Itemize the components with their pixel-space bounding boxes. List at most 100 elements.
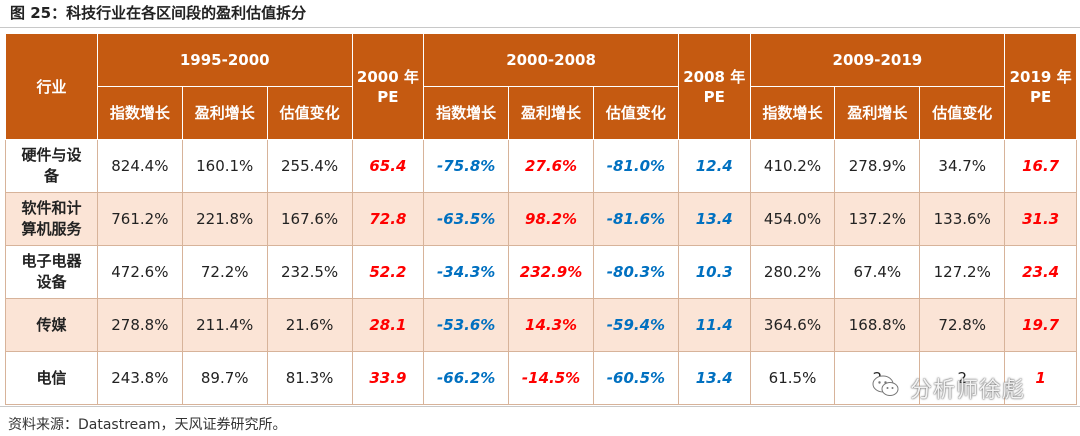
cell-index-growth: 364.6% xyxy=(749,298,836,352)
cell-earnings-growth: 232.9% xyxy=(508,245,594,299)
cell-pe-2008: 13.4 xyxy=(677,192,751,246)
cell-pe-2008: 13.4 xyxy=(677,351,751,405)
cell-valuation-change: -59.4% xyxy=(592,298,679,352)
header-pe-2000: 2000 年 PE xyxy=(351,33,425,140)
cell-pe-2000: 52.2 xyxy=(351,245,425,299)
industry-cell: 软件和计 算机服务 xyxy=(5,192,98,246)
cell-earnings-growth: 211.4% xyxy=(181,298,268,352)
cell-pe-2000: 33.9 xyxy=(351,351,425,405)
cell-valuation-change: -81.6% xyxy=(592,192,679,246)
cell-valuation-change: 2 xyxy=(919,351,1006,405)
cell-pe-2008: 10.3 xyxy=(677,245,751,299)
industry-line2: 备 xyxy=(43,167,59,185)
industry-line1: 硬件与设 xyxy=(21,146,82,164)
cell-pe-2000: 65.4 xyxy=(351,139,425,193)
subheader-valuation-change: 估值变化 xyxy=(592,86,679,140)
cell-index-growth: 61.5% xyxy=(749,351,836,405)
cell-index-growth: 824.4% xyxy=(96,139,183,193)
header-pe-2000-line1: 2000 年 xyxy=(356,67,419,86)
cell-earnings-growth: 89.7% xyxy=(181,351,268,405)
cell-pe-2008: 12.4 xyxy=(677,139,751,193)
cell-earnings-growth: 67.4% xyxy=(834,245,921,299)
industry-cell: 电子电器 设备 xyxy=(5,245,98,299)
header-pe-2008-line2: PE xyxy=(703,87,725,106)
header-pe-2008-line1: 2008 年 xyxy=(683,67,746,86)
source-note: 资料来源：Datastream，天风证券研究所。 xyxy=(8,417,287,433)
header-period-2000-2008: 2000-2008 xyxy=(423,33,679,87)
cell-earnings-growth: 14.3% xyxy=(508,298,594,352)
title-divider xyxy=(0,27,1080,28)
table-row: 传媒 278.8% 211.4% 21.6% 28.1 -53.6% 14.3%… xyxy=(5,298,1077,352)
header-period-1995-2000: 1995-2000 xyxy=(96,33,353,87)
industry-line1: 软件和计 xyxy=(21,199,82,217)
cell-index-growth: -66.2% xyxy=(423,351,510,405)
cell-index-growth: 472.6% xyxy=(96,245,183,299)
cell-pe-2019: 23.4 xyxy=(1004,245,1077,299)
industry-cell: 电信 xyxy=(5,351,98,405)
cell-valuation-change: 34.7% xyxy=(919,139,1006,193)
cell-pe-2019: 19.7 xyxy=(1004,298,1077,352)
cell-index-growth: 243.8% xyxy=(96,351,183,405)
cell-index-growth: -75.8% xyxy=(423,139,510,193)
cell-valuation-change: 21.6% xyxy=(266,298,353,352)
header-pe-2000-line2: PE xyxy=(377,87,399,106)
cell-valuation-change: 167.6% xyxy=(266,192,353,246)
cell-earnings-growth: 27.6% xyxy=(508,139,594,193)
industry-cell: 硬件与设 备 xyxy=(5,139,98,193)
subheader-earnings-growth: 盈利增长 xyxy=(508,86,594,140)
industry-line2: 设备 xyxy=(36,273,67,291)
cell-earnings-growth: 168.8% xyxy=(834,298,921,352)
cell-earnings-growth: 137.2% xyxy=(834,192,921,246)
cell-valuation-change: 133.6% xyxy=(919,192,1006,246)
subheader-index-growth: 指数增长 xyxy=(749,86,836,140)
header-period-2009-2019: 2009-2019 xyxy=(749,33,1006,87)
cell-pe-2008: 11.4 xyxy=(677,298,751,352)
cell-index-growth: 280.2% xyxy=(749,245,836,299)
cell-valuation-change: 255.4% xyxy=(266,139,353,193)
subheader-valuation-change: 估值变化 xyxy=(919,86,1006,140)
watermark: 分析师徐彪 xyxy=(872,372,1042,403)
table-row: 软件和计 算机服务 761.2% 221.8% 167.6% 72.8 -63.… xyxy=(5,192,1077,246)
cell-pe-2019: 16.7 xyxy=(1004,139,1077,193)
table-row: 电信 243.8% 89.7% 81.3% 33.9 -66.2% -14.5%… xyxy=(5,351,1077,405)
cell-index-growth: 454.0% xyxy=(749,192,836,246)
cell-pe-2000: 28.1 xyxy=(351,298,425,352)
cell-earnings-growth: 2 xyxy=(834,351,921,405)
cell-valuation-change: 232.5% xyxy=(266,245,353,299)
cell-index-growth: 761.2% xyxy=(96,192,183,246)
cell-earnings-growth: 221.8% xyxy=(181,192,268,246)
cell-index-growth: 278.8% xyxy=(96,298,183,352)
cell-valuation-change: -80.3% xyxy=(592,245,679,299)
cell-earnings-growth: 278.9% xyxy=(834,139,921,193)
watermark-text: 分析师徐彪 xyxy=(910,378,1026,403)
subheader-earnings-growth: 盈利增长 xyxy=(834,86,921,140)
header-pe-2008: 2008 年 PE xyxy=(677,33,751,140)
cell-valuation-change: 127.2% xyxy=(919,245,1006,299)
subheader-valuation-change: 估值变化 xyxy=(266,86,353,140)
cell-earnings-growth: 98.2% xyxy=(508,192,594,246)
subheader-index-growth: 指数增长 xyxy=(423,86,510,140)
cell-valuation-change: 81.3% xyxy=(266,351,353,405)
figure-title: 图 25：科技行业在各区间段的盈利估值拆分 xyxy=(10,4,307,22)
cell-index-growth: -63.5% xyxy=(423,192,510,246)
cell-earnings-growth: -14.5% xyxy=(508,351,594,405)
cell-index-growth: -34.3% xyxy=(423,245,510,299)
footer-divider xyxy=(0,406,1080,407)
cell-valuation-change: -81.0% xyxy=(592,139,679,193)
header-pe-2019-line2: PE xyxy=(1029,87,1052,106)
header-industry: 行业 xyxy=(5,33,98,140)
cell-pe-2000: 72.8 xyxy=(351,192,425,246)
header-pe-2019: 2019 年 PE xyxy=(1004,33,1077,140)
cell-pe-2019: 1 xyxy=(1004,351,1077,405)
cell-earnings-growth: 160.1% xyxy=(181,139,268,193)
table-row: 硬件与设 备 824.4% 160.1% 255.4% 65.4 -75.8% … xyxy=(5,139,1077,193)
cell-pe-2019: 31.3 xyxy=(1004,192,1077,246)
cell-index-growth: 410.2% xyxy=(749,139,836,193)
industry-line1: 传媒 xyxy=(36,315,67,334)
cell-valuation-change: 72.8% xyxy=(919,298,1006,352)
header-pe-2019-line1: 2019 年 xyxy=(1009,67,1072,86)
industry-line2: 算机服务 xyxy=(21,220,82,238)
table-row: 电子电器 设备 472.6% 72.2% 232.5% 52.2 -34.3% … xyxy=(5,245,1077,299)
industry-line1: 电信 xyxy=(36,368,67,387)
valuation-table: 行业 1995-2000 2000 年 PE 2000-2008 2008 年 … xyxy=(5,33,1077,405)
